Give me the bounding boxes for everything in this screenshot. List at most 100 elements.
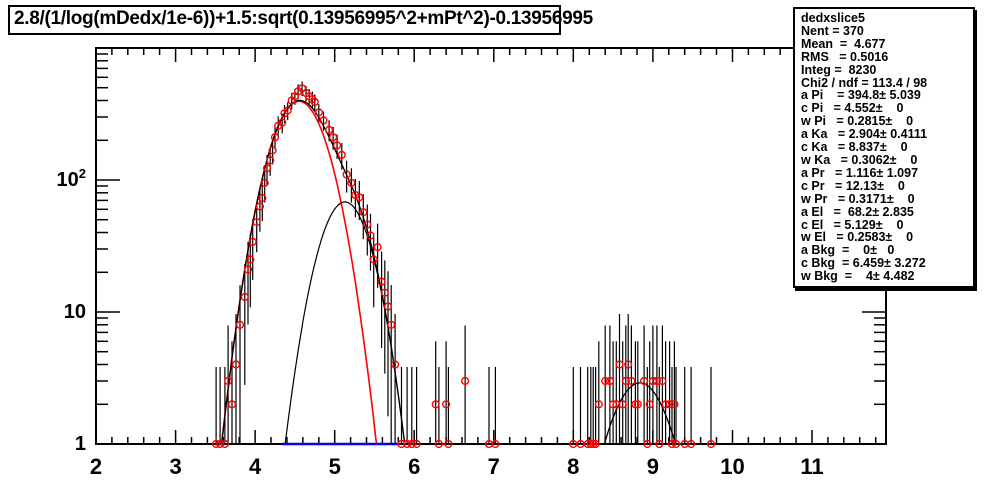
stats-line: w El = 0.2583± 0 xyxy=(801,230,914,245)
data-point-marker xyxy=(652,376,662,386)
data-point-marker xyxy=(260,178,269,188)
x-tick-label: 11 xyxy=(800,454,823,479)
stats-line: a Pr = 1.116± 1.097 xyxy=(801,165,919,180)
data-point-marker xyxy=(658,376,667,386)
data-point-marker xyxy=(278,118,287,127)
stats-line: RMS = 0.5016 xyxy=(801,49,889,64)
data-points xyxy=(212,84,716,449)
data-point-marker xyxy=(431,400,440,409)
data-point-marker xyxy=(333,141,342,150)
data-point-marker xyxy=(403,439,412,449)
data-point-marker xyxy=(608,400,618,409)
data-point-marker xyxy=(661,400,670,409)
data-point-marker xyxy=(329,133,338,142)
data-point-marker xyxy=(212,439,221,449)
data-point-marker xyxy=(240,292,249,302)
data-point-marker xyxy=(325,125,334,134)
stats-line: w Ka = 0.3062± 0 xyxy=(801,152,918,167)
stats-line: c El = 5.129± 0 xyxy=(801,217,904,232)
data-point-marker xyxy=(491,439,500,449)
data-point-marker xyxy=(407,439,416,449)
data-point-marker xyxy=(298,84,307,93)
data-point-marker xyxy=(266,156,275,165)
data-point-marker xyxy=(258,193,267,203)
data-point-marker xyxy=(412,439,421,449)
data-point-marker xyxy=(434,439,444,449)
data-point-marker xyxy=(342,170,351,179)
data-point-marker xyxy=(224,376,233,386)
data-point-marker xyxy=(594,400,603,409)
data-point-marker xyxy=(670,400,679,409)
data-point-marker xyxy=(283,106,292,115)
stats-line: c Pi = 4.552± 0 xyxy=(801,101,904,116)
stats-line: w Pi = 0.2815± 0 xyxy=(801,114,914,129)
data-point-marker xyxy=(631,400,640,409)
data-point-marker xyxy=(633,400,642,409)
stats-line: w Bkg = 4± 4.482 xyxy=(801,269,915,284)
title-box: 2.8/(1/log(mDedx/1e-6))+1.5:sqrt(0.13956… xyxy=(8,5,593,35)
data-point-marker xyxy=(248,237,257,246)
x-tick-label: 4 xyxy=(249,454,262,479)
data-point-marker xyxy=(355,193,364,202)
data-point-marker xyxy=(442,400,451,409)
data-point-marker xyxy=(366,231,375,240)
data-point-marker xyxy=(391,360,400,369)
data-point-marker xyxy=(665,400,674,409)
data-point-marker xyxy=(377,277,386,286)
data-point-marker xyxy=(655,439,664,449)
error-bars xyxy=(215,81,712,444)
data-point-marker xyxy=(645,400,654,409)
plot-title: 2.8/(1/log(mDedx/1e-6))+1.5:sqrt(0.13956… xyxy=(14,8,593,29)
x-axis xyxy=(95,48,877,444)
data-point-marker xyxy=(231,360,241,369)
data-point-marker xyxy=(270,133,280,142)
x-tick-label: 6 xyxy=(408,454,420,479)
data-point-marker xyxy=(461,376,470,386)
data-point-marker xyxy=(586,439,595,449)
data-point-marker xyxy=(255,202,265,211)
stats-line: Mean = 4.677 xyxy=(801,36,886,51)
data-point-marker xyxy=(444,439,453,449)
data-point-marker xyxy=(363,220,372,229)
data-point-marker xyxy=(243,265,253,274)
data-point-marker xyxy=(589,439,598,449)
data-point-marker xyxy=(314,108,323,117)
data-point-marker xyxy=(648,376,658,386)
stats-line: w Pr = 0.3171± 0 xyxy=(801,191,915,206)
data-point-marker xyxy=(627,376,636,386)
x-axis-labels: 2 3 4 5 6 7 8 9 10 11 xyxy=(90,454,824,479)
data-point-marker xyxy=(268,146,277,155)
data-point-marker xyxy=(373,243,382,252)
data-point-marker xyxy=(235,320,245,329)
fit-curve-total xyxy=(220,99,406,445)
data-point-marker xyxy=(262,164,272,173)
y-tick-label: 102 xyxy=(57,166,86,191)
data-point-marker xyxy=(583,439,592,449)
data-point-marker xyxy=(310,97,319,107)
x-tick-label: 7 xyxy=(488,454,500,479)
stats-line: a Pi = 394.8± 5.039 xyxy=(801,88,921,103)
y-tick-label: 10 xyxy=(64,301,86,323)
data-point-marker xyxy=(615,360,624,369)
data-point-marker xyxy=(639,376,649,386)
data-point-marker xyxy=(319,116,328,125)
x-tick-label: 2 xyxy=(90,454,102,479)
data-point-marker xyxy=(706,439,716,449)
data-point-marker xyxy=(252,218,261,227)
stats-box: dedxslice5 Nent = 370 Mean = 4.677 RMS = 0.… xyxy=(793,7,975,289)
x-tick-label: 5 xyxy=(329,454,341,479)
data-point-marker xyxy=(216,439,225,449)
stats-line: a El = 68.2± 2.835 xyxy=(801,204,914,219)
data-point-marker xyxy=(671,439,681,449)
data-point-marker xyxy=(621,376,630,386)
stats-line: Integ = 8230 xyxy=(801,62,877,77)
data-point-marker xyxy=(618,400,627,409)
data-point-marker xyxy=(337,150,346,160)
x-tick-label: 3 xyxy=(169,454,181,479)
fit-curve-total xyxy=(603,382,677,445)
data-point-marker xyxy=(383,302,393,311)
data-point-marker xyxy=(397,439,406,449)
data-point-marker xyxy=(387,320,396,329)
